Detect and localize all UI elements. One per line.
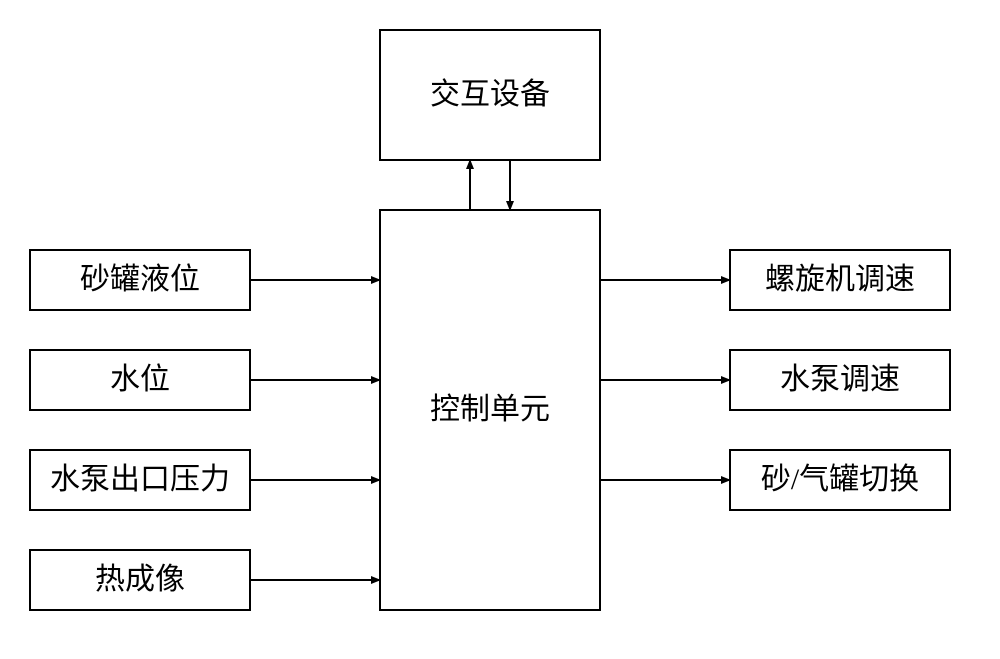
node-label-right3: 砂/气罐切换: [761, 463, 919, 496]
node-right1: 螺旋机调速: [730, 250, 950, 310]
node-label-left1: 砂罐液位: [80, 263, 200, 296]
node-top: 交互设备: [380, 30, 600, 160]
node-center: 控制单元: [380, 210, 600, 610]
node-right2: 水泵调速: [730, 350, 950, 410]
node-label-right2: 水泵调速: [780, 363, 900, 396]
node-label-left3: 水泵出口压力: [50, 463, 230, 496]
node-right3: 砂/气罐切换: [730, 450, 950, 510]
node-label-left2: 水位: [110, 363, 170, 396]
node-left1: 砂罐液位: [30, 250, 250, 310]
node-label-right1: 螺旋机调速: [765, 263, 915, 296]
node-label-left4: 热成像: [95, 563, 185, 596]
node-label-center: 控制单元: [430, 393, 550, 426]
node-left4: 热成像: [30, 550, 250, 610]
block-diagram: 交互设备控制单元 砂罐液位水位水泵出口压力热成像 螺旋机调速水泵调速砂/气罐切换: [0, 0, 1000, 659]
node-label-top: 交互设备: [430, 78, 550, 111]
node-left2: 水位: [30, 350, 250, 410]
node-left3: 水泵出口压力: [30, 450, 250, 510]
